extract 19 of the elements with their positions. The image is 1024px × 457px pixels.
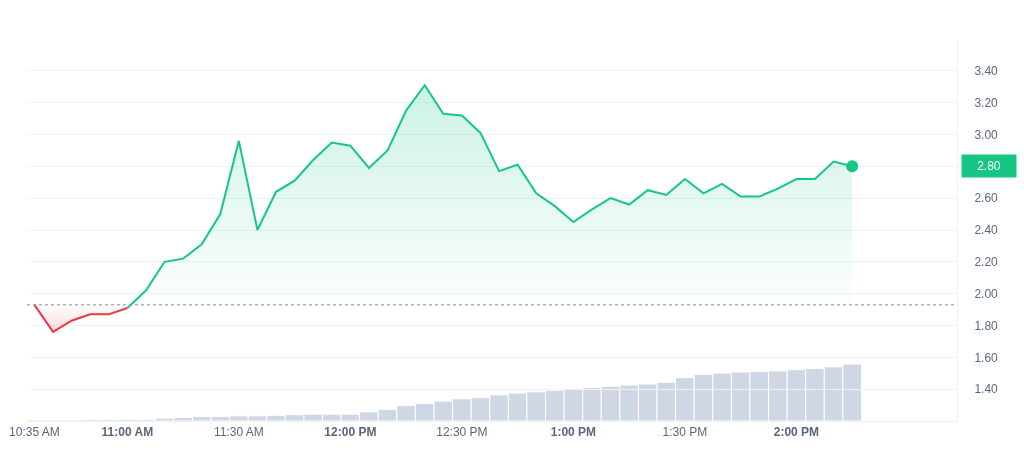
x-tick-label: 11:00 AM [101,425,154,440]
y-tick-label: 2.40 [974,223,999,238]
y-tick-label: 2.00 [974,286,999,301]
x-tick-label: 12:30 PM [436,425,488,440]
y-tick-label: 3.20 [974,95,999,110]
y-tick-label: 2.20 [974,255,999,270]
y-tick-label: 3.00 [974,127,999,142]
x-tick-label: 2:00 PM [773,425,820,440]
text: 2.80 [977,159,1001,173]
x-tick-label: 11:30 AM [213,425,264,440]
x-tick-label: 1:30 PM [662,425,708,440]
x-tick-label: 12:00 PM [324,425,377,440]
y-tick-label: 2.60 [974,191,999,206]
y-tick-label: 1.40 [974,382,999,397]
x-tick-label: 1:00 PM [550,425,597,440]
y-tick-label: 1.60 [974,350,999,365]
y-tick-label: 1.80 [974,318,999,333]
y-tick-label: 3.40 [974,64,999,79]
x-tick-label: 10:35 AM [9,425,60,440]
